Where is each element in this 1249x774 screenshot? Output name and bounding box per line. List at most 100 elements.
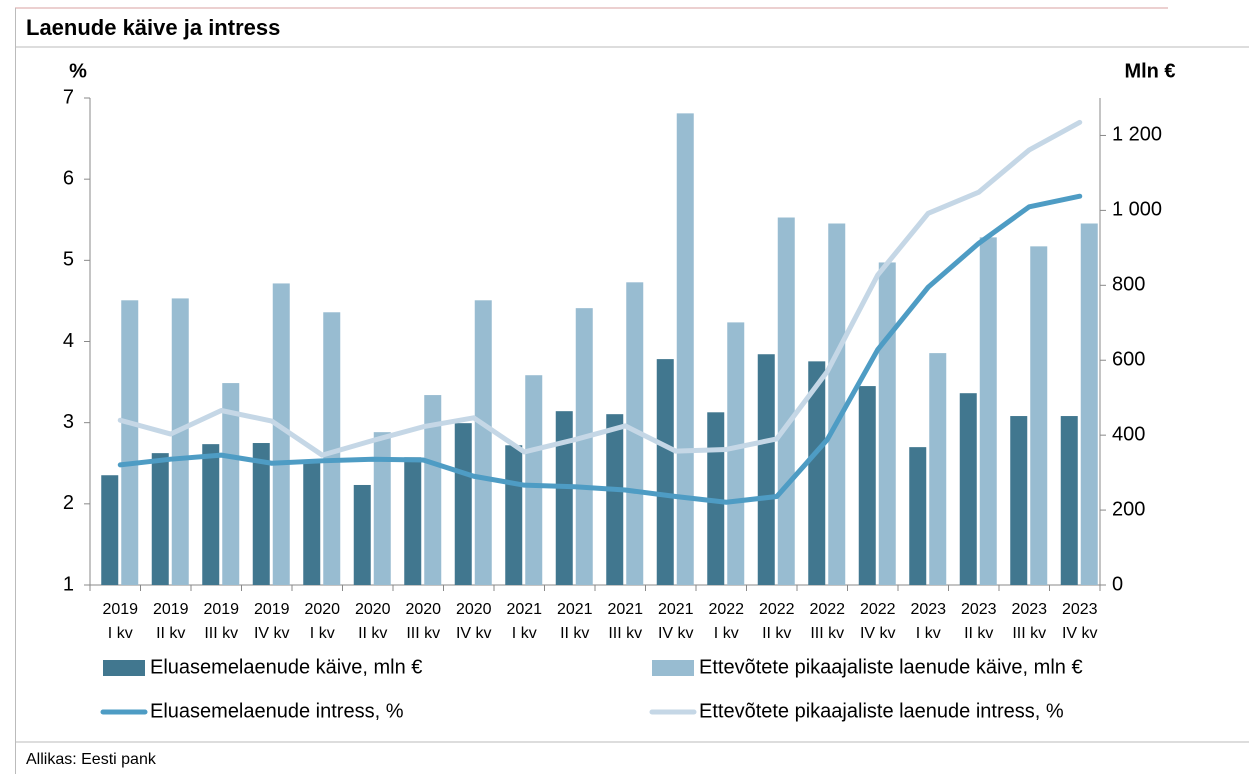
bar: [424, 395, 442, 585]
x-tick-label: 2021: [506, 601, 542, 618]
x-tick-label: IV kv: [658, 625, 694, 642]
y-tick-label: 2: [63, 492, 74, 514]
x-tick-label: IV kv: [860, 625, 896, 642]
x-tick-label: III kv: [406, 625, 440, 642]
bar: [929, 353, 947, 585]
x-tick-label: I kv: [310, 625, 335, 642]
bar: [959, 393, 977, 585]
bar: [777, 217, 795, 585]
source: Allikas: Eesti pank: [26, 751, 157, 768]
bar: [808, 361, 826, 585]
x-tick-label: 2020: [456, 601, 492, 618]
bar: [676, 113, 694, 586]
x-tick-label: 2023: [1062, 601, 1098, 618]
y-tick-label: 6: [63, 167, 74, 189]
bar: [202, 444, 220, 585]
x-tick-label: I kv: [714, 625, 739, 642]
x-tick-label: 2023: [1011, 601, 1047, 618]
x-tick-label: 2019: [203, 601, 239, 618]
y2-tick-label: 0: [1112, 573, 1123, 595]
y-tick-label: 3: [63, 411, 74, 433]
x-tick-label: II kv: [358, 625, 387, 642]
y2-tick-label: 600: [1112, 349, 1145, 371]
bar: [1060, 416, 1078, 585]
bar: [303, 462, 321, 585]
x-tick-label: I kv: [512, 625, 537, 642]
bar: [555, 411, 573, 585]
x-tick-label: 2020: [405, 601, 441, 618]
bar: [656, 359, 674, 585]
y2-tick-label: 1 200: [1112, 124, 1162, 146]
bar: [575, 308, 593, 585]
y2-tick-label: 1 000: [1112, 199, 1162, 221]
x-tick-label: III kv: [608, 625, 642, 642]
y-tick-label: 7: [63, 86, 74, 108]
x-tick-label: IV kv: [456, 625, 492, 642]
bar: [454, 423, 472, 585]
bar: [979, 237, 997, 585]
bar: [323, 312, 341, 585]
legend-label: Eluasemelaenude käive, mln €: [150, 656, 422, 678]
x-tick-label: II kv: [762, 625, 791, 642]
bar: [121, 300, 139, 585]
x-tick-label: 2020: [304, 601, 340, 618]
x-tick-label: 2020: [355, 601, 391, 618]
bar: [878, 262, 896, 585]
x-tick-label: 2021: [607, 601, 643, 618]
line: [117, 193, 1083, 505]
x-tick-label: 2021: [557, 601, 593, 618]
x-tick-label: 2022: [809, 601, 845, 618]
y2-tick-label: 800: [1112, 274, 1145, 296]
bar: [222, 383, 240, 585]
bar: [272, 283, 290, 585]
line: [117, 119, 1083, 458]
y-tick-label: 4: [63, 330, 74, 352]
x-tick-label: 2022: [759, 601, 795, 618]
legend-label: Ettevõtete pikaajaliste laenude käive, m…: [699, 656, 1083, 678]
x-tick-label: 2019: [102, 601, 138, 618]
bar: [757, 354, 775, 585]
y-axis-label: %: [69, 60, 87, 82]
bar: [171, 298, 189, 585]
bar: [858, 386, 876, 585]
x-tick-label: 2022: [860, 601, 896, 618]
x-tick-label: IV kv: [1062, 625, 1098, 642]
bar: [626, 282, 644, 585]
legend-label: Ettevõtete pikaajaliste laenude intress,…: [699, 700, 1064, 722]
legend-swatch: [652, 660, 694, 676]
bar: [404, 457, 422, 585]
x-tick-label: 2019: [153, 601, 189, 618]
y2-tick-label: 200: [1112, 498, 1145, 520]
x-tick-label: 2019: [254, 601, 290, 618]
y-tick-label: 5: [63, 249, 74, 271]
x-tick-label: III kv: [810, 625, 844, 642]
bar: [1010, 416, 1028, 585]
bar: [828, 223, 846, 585]
legend-swatch: [103, 660, 145, 676]
x-tick-label: I kv: [108, 625, 133, 642]
bar: [1030, 246, 1048, 585]
bar: [606, 414, 624, 585]
bar: [353, 484, 371, 585]
y-tick-label: 1: [63, 573, 74, 595]
x-tick-label: IV kv: [254, 625, 290, 642]
bar: [505, 445, 523, 585]
x-tick-label: 2021: [658, 601, 694, 618]
x-tick-label: III kv: [1012, 625, 1046, 642]
y2-axis-label: Mln €: [1124, 60, 1175, 82]
bar: [101, 475, 119, 585]
x-tick-label: II kv: [156, 625, 185, 642]
x-tick-label: 2022: [708, 601, 744, 618]
bar: [525, 375, 543, 585]
bar: [909, 447, 927, 585]
x-tick-label: II kv: [964, 625, 993, 642]
bar: [373, 432, 391, 585]
x-tick-label: 2023: [961, 601, 997, 618]
x-tick-label: 2023: [910, 601, 946, 618]
bar: [252, 443, 270, 585]
x-tick-label: I kv: [916, 625, 941, 642]
bar: [1080, 223, 1098, 585]
x-tick-label: III kv: [204, 625, 238, 642]
